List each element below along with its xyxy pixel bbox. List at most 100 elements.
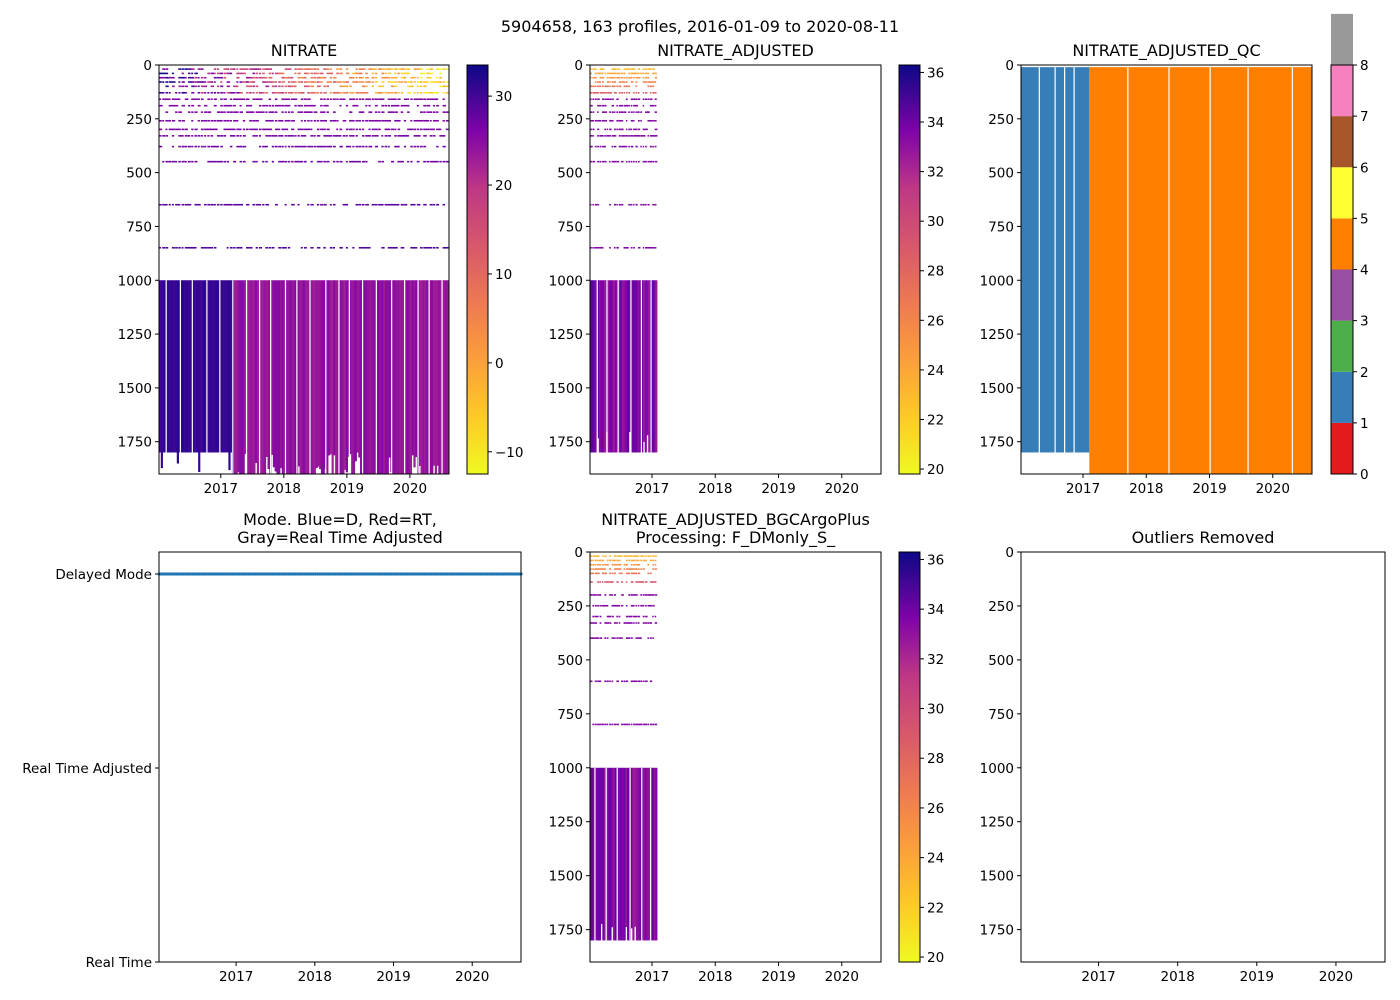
heat-cell xyxy=(633,622,635,624)
heat-cell xyxy=(597,555,600,557)
heat-cell xyxy=(601,104,605,107)
heat-cell xyxy=(599,622,602,624)
heat-cell xyxy=(275,72,279,75)
heat-cell xyxy=(630,723,633,726)
colorbar-tick-label: 28 xyxy=(927,264,944,280)
heat-cell xyxy=(436,145,439,148)
heat-cell xyxy=(613,622,617,624)
heat-cell xyxy=(625,119,628,122)
heat-cell xyxy=(229,98,233,101)
heat-cell xyxy=(637,76,641,79)
heat-cell xyxy=(642,723,646,726)
heat-cell xyxy=(616,72,619,75)
mode-point xyxy=(400,572,405,576)
heat-cell xyxy=(159,128,163,131)
heat-cell xyxy=(213,98,217,101)
heat-cell xyxy=(604,568,606,570)
heat-cell xyxy=(381,160,384,163)
heat-cell xyxy=(374,280,377,474)
heat-cell xyxy=(339,246,343,249)
heat-cell xyxy=(358,119,362,122)
mode-point xyxy=(289,572,293,576)
y-tick-label: 1250 xyxy=(549,327,583,343)
heat-cell xyxy=(635,76,638,79)
mode-point xyxy=(492,572,496,576)
heat-cell xyxy=(616,119,619,122)
colorbar-tick-label: 7 xyxy=(1360,109,1369,125)
mode-point xyxy=(244,572,248,576)
heat-cell xyxy=(197,98,200,101)
mode-point xyxy=(374,572,378,576)
heat-cell xyxy=(320,76,324,79)
heat-cell xyxy=(252,68,257,70)
heat-cell xyxy=(291,85,295,88)
heat-cell xyxy=(399,280,402,474)
heat-cell xyxy=(188,76,192,79)
heat-cell xyxy=(652,81,655,83)
mode-point xyxy=(345,572,349,576)
heat-cell xyxy=(242,280,245,474)
heat-cell xyxy=(349,119,353,122)
heat-cell xyxy=(220,85,224,88)
heat-cell xyxy=(647,604,651,607)
heat-cell xyxy=(611,135,615,137)
heat-cell xyxy=(175,246,178,249)
heat-cell xyxy=(374,76,378,79)
heat-cell xyxy=(599,104,602,107)
mode-point xyxy=(336,572,340,576)
heat-cell xyxy=(358,91,363,94)
heat-cell xyxy=(333,246,336,249)
heat-cell xyxy=(609,622,612,624)
heat-cell xyxy=(597,572,600,575)
heat-cell xyxy=(313,76,317,79)
heat-cell xyxy=(175,104,179,107)
heat-cell xyxy=(199,280,203,453)
heat-cell xyxy=(628,723,630,726)
heat-cell xyxy=(329,81,333,83)
heat-cell xyxy=(159,280,162,453)
heat-cell xyxy=(429,128,434,131)
heat-cell xyxy=(640,111,643,113)
heat-cell xyxy=(654,246,657,249)
heat-cell xyxy=(323,145,327,148)
heat-cell xyxy=(654,104,657,107)
heat-cell xyxy=(654,563,657,566)
heat-cell xyxy=(445,111,449,113)
heat-cell xyxy=(223,160,226,163)
heat-cell xyxy=(258,91,263,94)
heat-cell xyxy=(599,91,603,94)
heat-cell xyxy=(368,68,372,70)
heat-cell xyxy=(381,81,385,83)
heat-cell xyxy=(208,280,211,453)
heat-cell xyxy=(345,135,348,137)
heat-cell xyxy=(336,160,339,163)
heat-cell xyxy=(625,563,629,566)
heat-cell xyxy=(246,246,250,249)
heat-cell xyxy=(442,135,446,137)
heat-cell xyxy=(426,81,429,83)
heat-cell xyxy=(648,767,651,941)
heat-cell xyxy=(370,280,373,474)
heat-cell xyxy=(368,246,371,249)
heat-cell xyxy=(630,72,634,75)
heat-cell xyxy=(649,622,653,624)
heat-cell xyxy=(407,111,410,113)
heat-cell xyxy=(618,128,622,131)
heat-cell xyxy=(426,72,430,75)
heat-cell xyxy=(640,581,644,583)
heat-cell xyxy=(387,145,390,148)
heat-cell xyxy=(294,135,297,137)
heat-cell xyxy=(281,72,285,75)
mode-point xyxy=(470,572,474,576)
heat-cell xyxy=(239,203,244,206)
heat-cell xyxy=(637,68,641,70)
heat-cell xyxy=(204,104,208,107)
heat-cell xyxy=(178,68,182,70)
heat-cell xyxy=(233,246,236,249)
heat-cell xyxy=(642,203,645,206)
data-gap xyxy=(206,280,208,474)
heat-cell xyxy=(165,246,169,249)
heat-cell xyxy=(180,280,183,453)
heat-cell xyxy=(403,68,407,70)
